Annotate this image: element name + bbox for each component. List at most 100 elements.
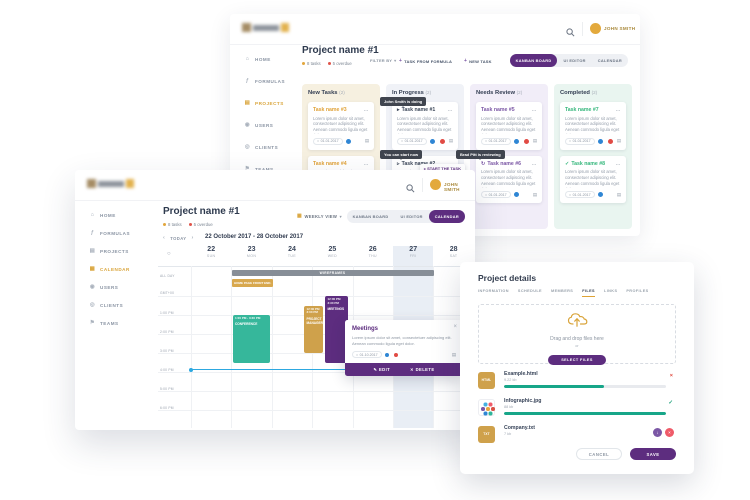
assignee-avatar[interactable]	[429, 137, 437, 145]
assignee-avatar[interactable]	[513, 191, 521, 198]
delete-button[interactable]: ✕ DELETE	[410, 367, 435, 372]
sidebar-item-formulas[interactable]: ƒ FORMULAS	[245, 78, 286, 84]
close-icon[interactable]: ×	[453, 324, 457, 330]
task-from-formula-button[interactable]: + TASK FROM FORMULA	[399, 58, 453, 64]
sidebar-item-calendar[interactable]: ▦ CALENDAR	[89, 266, 130, 272]
save-button[interactable]: SAVE	[630, 448, 676, 460]
card-menu-icon[interactable]: …	[448, 161, 454, 167]
file-dropzone[interactable]: Drag and drop files here or SELECT FILES	[478, 304, 676, 365]
view-ui-editor[interactable]: UI EDITOR	[563, 58, 586, 63]
sidebar-item-users[interactable]: ◉ USERS	[244, 122, 274, 128]
due-date-badge: ○ 01.01.2017	[565, 191, 595, 198]
day-column-header[interactable]: 23 MON	[246, 246, 257, 258]
sidebar-item-clients[interactable]: ◎ CLIENTS	[89, 302, 124, 308]
grid-line	[231, 266, 233, 428]
event-wireframes-bar[interactable]: WIREFRAMES	[231, 269, 434, 276]
today-button[interactable]: TODAY	[170, 235, 187, 241]
projects-icon: ▤	[89, 248, 96, 254]
attachment-icon: ▤	[616, 138, 621, 143]
tab-files[interactable]: FILES	[582, 289, 595, 297]
task-card[interactable]: ✓ Task name #8… Lorem ipsum dolor sit ame…	[560, 155, 626, 203]
view-calendar[interactable]: CALENDAR	[597, 58, 622, 63]
assignee-avatar[interactable]	[606, 137, 614, 145]
tab-information[interactable]: INFORMATION	[478, 289, 509, 293]
hour-label: 6:00 PM	[160, 406, 174, 410]
view-kanban-board[interactable]: KANBAN BOARD	[509, 54, 558, 67]
filter-by-dropdown[interactable]: FILTER BY ▾	[370, 58, 397, 63]
day-column-header[interactable]: 27 FRI	[409, 246, 418, 258]
card-menu-icon[interactable]: …	[531, 107, 537, 113]
sidebar-item-teams[interactable]: ⚑ TEAMS	[89, 320, 119, 326]
tab-schedule[interactable]: SCHEDULE	[517, 289, 542, 293]
due-date-badge: ○ 01.01.2017	[565, 137, 595, 145]
day-column-header[interactable]: 25 WED	[327, 246, 338, 258]
view-kanban-board[interactable]: KANBAN BOARD	[352, 214, 389, 219]
day-column-header[interactable]: 26 THU	[368, 246, 377, 258]
event-conference[interactable]: 1:00 PM - 3:30 PM CONFERENCE	[232, 315, 270, 363]
today-nav: ‹ TODAY ›	[163, 235, 194, 241]
sidebar-item-formulas[interactable]: ƒ FORMULAS	[90, 230, 131, 236]
task-card[interactable]: Task name #5… Lorem ipsum dolor sit amet…	[476, 102, 542, 150]
assignee-avatar[interactable]	[345, 137, 353, 145]
assignee-avatar[interactable]	[597, 137, 605, 145]
user-name[interactable]: JOHN SMITH	[604, 26, 636, 31]
card-menu-icon[interactable]: …	[615, 107, 621, 113]
day-column-header[interactable]: 24 TUE	[287, 246, 297, 258]
sidebar-item-home[interactable]: ⌂ HOME	[245, 56, 271, 62]
sidebar-item-users[interactable]: ◉ USERS	[89, 284, 119, 290]
weekly-view-dropdown[interactable]: ▦ WEEKLY VIEW ▾	[297, 213, 342, 219]
task-card[interactable]: Task name #3… Lorem ipsum dolor sit amet…	[308, 102, 374, 150]
upload-progress-bar	[504, 412, 666, 415]
tab-profiles[interactable]: PROFILES	[626, 289, 649, 293]
sidebar-item-clients[interactable]: ◎ CLIENTS	[244, 144, 279, 150]
card-menu-icon[interactable]: …	[363, 160, 369, 167]
task-card[interactable]: Task name #7… Lorem ipsum dolor sit amet…	[560, 102, 626, 150]
attendee-avatar[interactable]	[384, 351, 391, 358]
search-icon[interactable]	[566, 24, 575, 42]
card-menu-icon[interactable]: …	[615, 160, 621, 167]
assignee-avatar[interactable]	[513, 137, 521, 145]
card-menu-icon[interactable]: …	[447, 107, 453, 113]
new-task-button[interactable]: + NEW TASK	[464, 58, 492, 64]
tab-members[interactable]: MEMBERS	[551, 289, 574, 293]
sidebar-item-projects[interactable]: ▤ PROJECTS	[89, 248, 129, 254]
card-menu-icon[interactable]: …	[363, 107, 369, 113]
details-tabs: INFORMATION SCHEDULE MEMBERS FILES LINKS…	[478, 289, 649, 297]
download-file-button[interactable]: ↓	[653, 428, 662, 437]
assignee-avatar[interactable]	[438, 137, 446, 145]
user-avatar[interactable]	[430, 179, 441, 190]
select-files-button[interactable]: SELECT FILES	[548, 355, 606, 365]
chevron-down-icon: ▾	[339, 213, 342, 219]
view-calendar[interactable]: CALENDAR	[428, 210, 465, 223]
task-card[interactable]: ▸ Task name #1… Lorem ipsum dolor sit ame…	[392, 102, 458, 150]
tab-links[interactable]: LINKS	[603, 289, 618, 293]
start-the-task-button[interactable]: ▹ START THE TASK	[420, 164, 465, 173]
attachment-icon: ▤	[532, 191, 537, 197]
card-menu-icon[interactable]: …	[531, 160, 537, 167]
cancel-button[interactable]: CANCEL	[576, 448, 622, 460]
assignee-avatar[interactable]	[522, 137, 530, 145]
formulas-icon: ƒ	[245, 78, 250, 84]
sidebar-item-home[interactable]: ⌂ HOME	[90, 212, 116, 218]
view-ui-editor[interactable]: UI EDITOR	[400, 214, 423, 219]
sidebar-item-teams[interactable]: ⚑ TEAMS	[244, 166, 274, 172]
event-project-manager[interactable]: 12:30 PM 3:00 PM PROJECT MANAGER	[304, 305, 323, 353]
user-name[interactable]: JOHN SMITH	[444, 182, 460, 192]
prev-week-icon[interactable]: ‹	[163, 235, 166, 241]
event-meetings[interactable]: 12:00 PM 3:30 PM MEETINGS	[325, 296, 348, 363]
event-allday-chip[interactable]: HOME PAGE FRONT END.	[232, 278, 273, 287]
attendee-avatar[interactable]	[392, 351, 399, 358]
event-date-badge: ○ 01.10.2017	[352, 351, 382, 358]
remove-file-button[interactable]: ×	[665, 428, 674, 437]
assignee-avatar[interactable]	[597, 191, 605, 198]
edit-button[interactable]: ✎ EDIT	[373, 367, 391, 372]
day-column-header[interactable]: 22 SUN	[206, 246, 216, 258]
day-column-header[interactable]: 28 SAT	[449, 246, 458, 258]
search-icon[interactable]	[406, 180, 415, 198]
task-card[interactable]: ↻ Task name #6… Lorem ipsum dolor sit ame…	[476, 155, 542, 203]
sidebar-item-projects[interactable]: ▤ PROJECTS	[244, 100, 284, 106]
next-week-icon[interactable]: ›	[191, 235, 194, 241]
popup-title: Meetings	[352, 326, 379, 332]
user-avatar[interactable]	[590, 23, 601, 34]
cancel-upload-icon[interactable]: ×	[669, 373, 673, 379]
